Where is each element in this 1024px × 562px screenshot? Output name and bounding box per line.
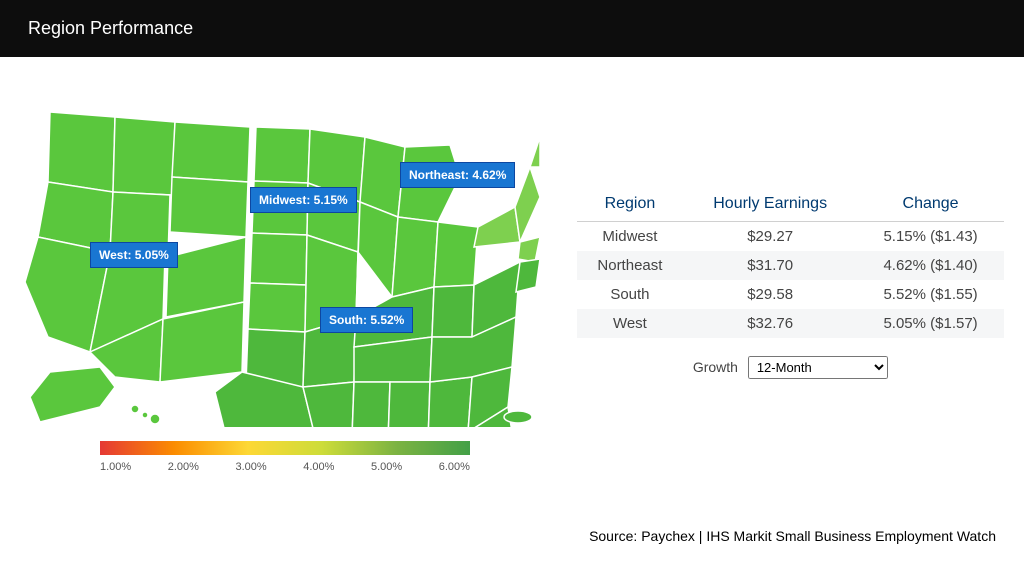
cell-earnings: $29.27	[683, 222, 857, 252]
region-northeast	[474, 137, 540, 262]
col-earnings: Hourly Earnings	[683, 187, 857, 222]
cell-change: 5.05% ($1.57)	[857, 309, 1004, 338]
legend-tick: 6.00%	[439, 461, 470, 473]
map-label-northeast: Northeast: 4.62%	[400, 162, 515, 188]
cell-earnings: $31.70	[683, 251, 857, 280]
cell-region: Midwest	[577, 222, 684, 252]
cell-region: West	[577, 309, 684, 338]
cell-region: South	[577, 280, 684, 309]
col-region: Region	[577, 187, 684, 222]
page-title: Region Performance	[28, 18, 193, 38]
col-change: Change	[857, 187, 1004, 222]
content-row: West: 5.05% Midwest: 5.15% Northeast: 4.…	[0, 57, 1024, 473]
map-legend: 1.00% 2.00% 3.00% 4.00% 5.00% 6.00%	[100, 441, 470, 473]
region-west	[25, 112, 250, 424]
legend-tick: 5.00%	[371, 461, 402, 473]
source-text: Source: Paychex | IHS Markit Small Busin…	[589, 528, 996, 544]
growth-select[interactable]: 12-Month	[748, 356, 888, 379]
cell-region: Northeast	[577, 251, 684, 280]
map-label-south: South: 5.52%	[320, 307, 413, 333]
data-section: Region Hourly Earnings Change Midwest $2…	[577, 187, 1004, 473]
table-row: Midwest $29.27 5.15% ($1.43)	[577, 222, 1004, 252]
cell-change: 5.15% ($1.43)	[857, 222, 1004, 252]
table-row: Northeast $31.70 4.62% ($1.40)	[577, 251, 1004, 280]
legend-gradient-bar	[100, 441, 470, 455]
legend-tick: 4.00%	[303, 461, 334, 473]
page-header: Region Performance	[0, 0, 1024, 57]
cell-change: 4.62% ($1.40)	[857, 251, 1004, 280]
legend-tick: 1.00%	[100, 461, 131, 473]
legend-tick: 3.00%	[236, 461, 267, 473]
map-label-west: West: 5.05%	[90, 242, 178, 268]
region-table: Region Hourly Earnings Change Midwest $2…	[577, 187, 1004, 338]
map-section: West: 5.05% Midwest: 5.15% Northeast: 4.…	[20, 87, 557, 473]
map-label-midwest: Midwest: 5.15%	[250, 187, 357, 213]
legend-ticks: 1.00% 2.00% 3.00% 4.00% 5.00% 6.00%	[100, 461, 470, 473]
table-row: West $32.76 5.05% ($1.57)	[577, 309, 1004, 338]
table-row: South $29.58 5.52% ($1.55)	[577, 280, 1004, 309]
cell-earnings: $32.76	[683, 309, 857, 338]
growth-label: Growth	[693, 359, 738, 375]
cell-earnings: $29.58	[683, 280, 857, 309]
legend-tick: 2.00%	[168, 461, 199, 473]
growth-control: Growth 12-Month	[577, 356, 1004, 379]
cell-change: 5.52% ($1.55)	[857, 280, 1004, 309]
